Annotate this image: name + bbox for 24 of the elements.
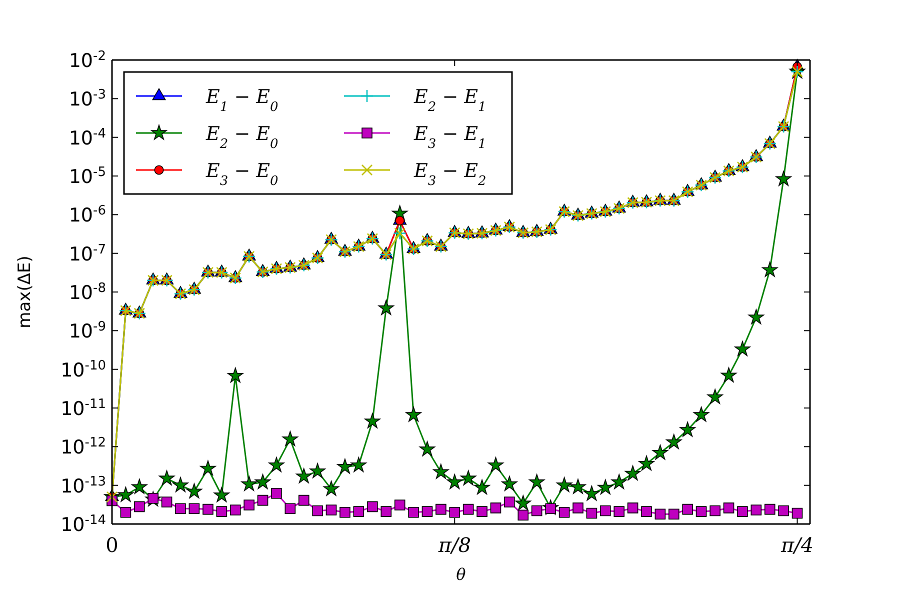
y-axis-title: max(ΔE) [15,256,35,328]
y-tick-label: 10$^{-5}$ [68,164,106,188]
x-tick-label: π/8 [437,533,471,557]
y-tick-label: 10$^{-13}$ [60,474,106,498]
legend-label: E$_{3}$ − E$_{0}$ [205,160,278,188]
y-tick-label: 10$^{-10}$ [60,358,106,382]
y-tick-label: 10$^{-7}$ [68,242,106,266]
y-tick-label: 10$^{-6}$ [68,203,106,227]
y-tick-label: 10$^{-12}$ [60,435,106,459]
x-tick-label: 0 [106,533,118,557]
y-tick-label: 10$^{-2}$ [68,48,106,72]
y-tick-label: 10$^{-14}$ [60,512,106,536]
x-tick-label: π/4 [780,533,814,557]
y-tick-label: 10$^{-11}$ [60,396,106,420]
y-tick-label: 10$^{-4}$ [68,126,106,150]
legend-label: E$_{3}$ − E$_{1}$ [413,123,486,152]
y-tick-label: 10$^{-8}$ [68,280,106,304]
y-tick-label: 10$^{-9}$ [68,319,106,343]
y-tick-label: 10$^{-3}$ [68,87,106,111]
legend-label: E$_{2}$ − E$_{1}$ [413,86,486,114]
legend-label: E$_{2}$ − E$_{0}$ [205,123,278,152]
legend-label: E$_{3}$ − E$_{2}$ [413,160,486,188]
x-axis-title: θ [456,565,466,584]
legend-label: E$_{1}$ − E$_{0}$ [205,86,278,114]
